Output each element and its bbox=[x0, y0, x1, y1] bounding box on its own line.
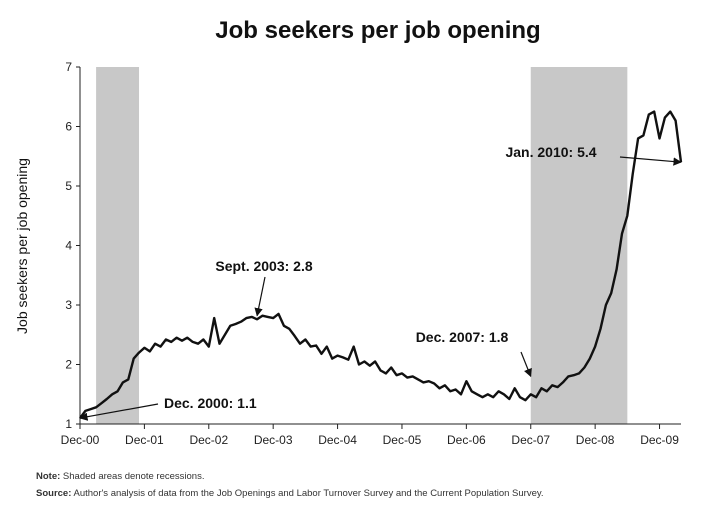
chart: Job seekers per job opening Job seekers … bbox=[14, 17, 683, 447]
note-line: Note: Shaded areas denote recessions. bbox=[36, 468, 544, 485]
y-tick-label: 3 bbox=[65, 298, 72, 312]
source-line: Source: Author's analysis of data from t… bbox=[36, 485, 544, 502]
x-tick-label: Dec-03 bbox=[254, 433, 293, 447]
annotation-label: Dec. 2000: 1.1 bbox=[164, 395, 257, 411]
x-tick-label: Dec-07 bbox=[511, 433, 550, 447]
annotation-arrow bbox=[79, 403, 159, 421]
y-tick-label: 7 bbox=[65, 60, 72, 74]
x-tick-label: Dec-08 bbox=[576, 433, 615, 447]
y-tick-label: 5 bbox=[65, 179, 72, 193]
recession-band bbox=[530, 67, 628, 424]
x-tick-label: Dec-05 bbox=[383, 433, 422, 447]
note-label: Note: bbox=[36, 471, 61, 482]
y-tick-labels: 1 2 3 4 5 6 7 bbox=[65, 60, 72, 431]
series-line bbox=[79, 110, 683, 419]
note-text: Shaded areas denote recessions. bbox=[62, 471, 205, 482]
series-line-layer bbox=[79, 110, 683, 419]
y-axis-label: Job seekers per job opening bbox=[14, 158, 30, 334]
source-label: Source: bbox=[36, 488, 72, 499]
x-tick-label: Dec-04 bbox=[318, 433, 357, 447]
chart-title: Job seekers per job opening bbox=[215, 17, 540, 44]
x-tick-label: Dec-01 bbox=[125, 433, 164, 447]
x-tick-label: Dec-00 bbox=[61, 433, 100, 447]
annotation-arrow bbox=[254, 276, 266, 317]
source-text: Author's analysis of data from the Job O… bbox=[73, 488, 544, 499]
recession-band bbox=[96, 67, 140, 424]
annotations: Dec. 2000: 1.1 Sept. 2003: 2.8 Dec. 2007: … bbox=[79, 144, 682, 421]
recession-bands bbox=[96, 67, 628, 424]
y-tick-label: 6 bbox=[65, 120, 72, 134]
annotation-label: Sept. 2003: 2.8 bbox=[215, 258, 312, 274]
y-tick-label: 1 bbox=[65, 417, 72, 431]
notes: Note: Shaded areas denote recessions. So… bbox=[36, 468, 544, 502]
y-tick-label: 4 bbox=[65, 239, 72, 253]
x-tick-label: Dec-06 bbox=[447, 433, 486, 447]
x-tick-labels: Dec-00 Dec-01 Dec-02 Dec-03 Dec-04 Dec-05 Dec-… bbox=[61, 433, 680, 447]
x-tick-label: Dec-02 bbox=[189, 433, 228, 447]
axes bbox=[76, 66, 681, 429]
annotation-label: Jan. 2010: 5.4 bbox=[505, 144, 596, 160]
annotation-arrow bbox=[619, 156, 682, 166]
y-tick-label: 2 bbox=[65, 358, 72, 372]
x-tick-label: Dec-09 bbox=[640, 433, 679, 447]
annotation-arrow bbox=[520, 351, 532, 378]
annotation-label: Dec. 2007: 1.8 bbox=[416, 329, 509, 345]
